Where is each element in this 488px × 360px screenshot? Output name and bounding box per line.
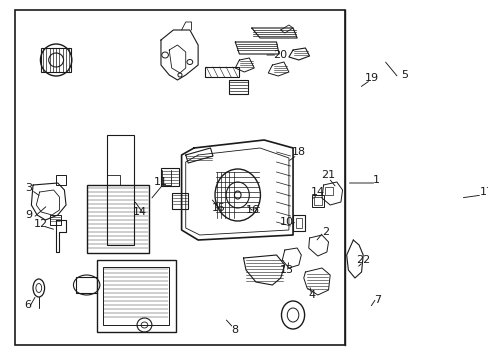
- Text: 19: 19: [364, 73, 378, 83]
- Bar: [86, 185, 148, 253]
- Text: 15: 15: [211, 203, 225, 213]
- Ellipse shape: [234, 191, 241, 199]
- Bar: [295, 218, 302, 228]
- Text: 11: 11: [154, 177, 167, 187]
- Bar: [325, 187, 333, 195]
- Text: 8: 8: [231, 325, 238, 335]
- Text: 6: 6: [24, 300, 32, 310]
- Bar: [41, 48, 71, 72]
- Text: 16: 16: [245, 205, 259, 215]
- Bar: [49, 215, 61, 225]
- Text: 5: 5: [400, 70, 407, 80]
- Bar: [56, 175, 66, 185]
- Text: 14: 14: [133, 207, 147, 217]
- Bar: [97, 260, 176, 332]
- Bar: [161, 168, 179, 186]
- Text: 3: 3: [25, 183, 32, 193]
- Text: 1: 1: [372, 175, 379, 185]
- Bar: [107, 135, 133, 245]
- Bar: [229, 80, 247, 94]
- Bar: [15, 10, 345, 345]
- Bar: [171, 193, 188, 209]
- Bar: [313, 197, 321, 205]
- Bar: [292, 215, 304, 231]
- Text: 7: 7: [373, 295, 380, 305]
- Text: 13: 13: [279, 265, 293, 275]
- Text: 9: 9: [25, 210, 32, 220]
- Text: 14: 14: [310, 187, 324, 197]
- Text: 17: 17: [479, 187, 488, 197]
- Text: 21: 21: [321, 170, 335, 180]
- Text: 4: 4: [308, 290, 315, 300]
- Text: 20: 20: [273, 50, 287, 60]
- Text: 18: 18: [291, 147, 305, 157]
- Text: 22: 22: [355, 255, 369, 265]
- Text: 12: 12: [34, 219, 48, 229]
- Bar: [103, 267, 169, 325]
- Bar: [76, 277, 97, 293]
- Text: 2: 2: [322, 227, 329, 237]
- Text: 10: 10: [280, 217, 294, 227]
- Bar: [311, 195, 323, 207]
- Bar: [204, 67, 239, 77]
